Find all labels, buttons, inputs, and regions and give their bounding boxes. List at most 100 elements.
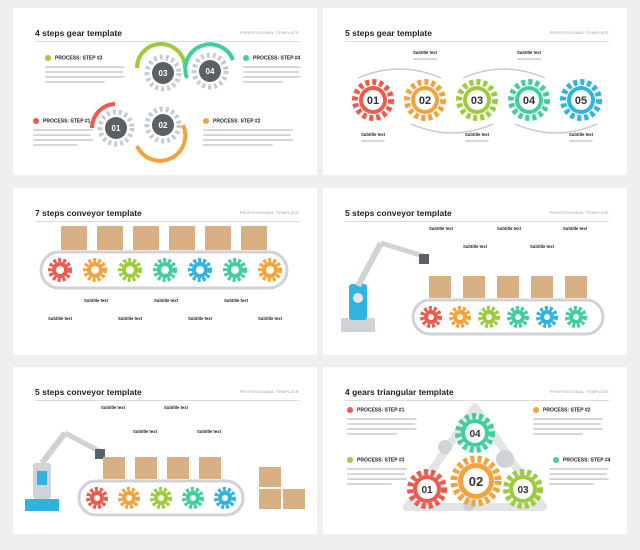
text-line (533, 418, 603, 420)
svg-text:04: 04 (206, 67, 215, 76)
gear-icon (258, 258, 282, 282)
gear-icon (48, 258, 72, 282)
slide-5-steps-conveyor-a[interactable]: 5 steps conveyor template PROFESSIONAL T… (323, 188, 627, 355)
gear-icon (118, 258, 142, 282)
subtitle: Subtitle text (563, 226, 587, 231)
svg-text:04: 04 (523, 95, 536, 107)
text-line (569, 140, 593, 142)
text-line (33, 139, 93, 141)
text-line (517, 58, 541, 60)
gear-icon (214, 487, 236, 509)
subtitle: Subtitle text (197, 429, 221, 434)
subtitle: Subtitle text (154, 298, 178, 303)
step-2-label: PROCESS: STEP #2 (533, 407, 590, 413)
arrow-icon (514, 123, 598, 134)
gear-icon (565, 306, 587, 328)
gear-icon: 04 (191, 52, 229, 90)
arrow-icon (410, 123, 494, 134)
gear-icon: 04 (508, 79, 550, 121)
step-1-label: PROCESS: STEP #1 (33, 118, 90, 124)
text-line (413, 58, 437, 60)
text-line (533, 423, 601, 425)
slide-4-steps-gear[interactable]: 4 steps gear template PROFESSIONAL TEMPL… (13, 8, 317, 175)
slide-5-steps-conveyor-b[interactable]: 5 steps conveyor template PROFESSIONAL T… (13, 367, 317, 534)
step-dot (33, 118, 39, 124)
gear-icon (507, 306, 529, 328)
text-line (533, 428, 603, 430)
step-dot (203, 118, 209, 124)
text-line (203, 134, 291, 136)
subtitle: Subtitle text (118, 316, 142, 321)
triangle-gears: 04 01 02 03 (403, 403, 547, 511)
text-line (347, 418, 417, 420)
text-line (45, 66, 125, 68)
subtitle: Subtitle text (569, 132, 593, 137)
gear-icon: 01 (352, 79, 394, 121)
gear-icon (118, 487, 140, 509)
step-3-label: PROCESS: STEP #3 (347, 457, 404, 463)
text-line (33, 134, 91, 136)
gear-icon: 01 (407, 469, 447, 509)
step-dot (553, 457, 559, 463)
text-line (549, 473, 607, 475)
step-2-label: PROCESS: STEP #2 (203, 118, 260, 124)
slide-tag: PROFESSIONAL TEMPLATE (549, 210, 609, 215)
subtitle: Subtitle text (101, 405, 125, 410)
text-line (347, 433, 397, 435)
subtitle: Subtitle text (530, 244, 554, 249)
divider (345, 400, 609, 401)
text-line (243, 81, 283, 83)
gear-row: 01 02 03 04 05 (352, 68, 602, 134)
text-line (549, 483, 594, 485)
text-line (45, 81, 105, 83)
arc (135, 42, 187, 69)
text-line (549, 478, 609, 480)
slide-tag: PROFESSIONAL TEMPLATE (549, 389, 609, 394)
gear-icon: 03 (503, 469, 543, 509)
arc (135, 124, 188, 163)
gear-icon (150, 487, 172, 509)
gear-diagram: 03 04 01 02 (89, 42, 235, 163)
conveyor (25, 430, 305, 517)
step-dot (533, 407, 539, 413)
subtitle: Subtitle text (224, 298, 248, 303)
text-line (465, 140, 489, 142)
subtitle: Subtitle text (48, 316, 72, 321)
subtitle: Subtitle text (164, 405, 188, 410)
divider (35, 221, 299, 222)
svg-text:03: 03 (517, 485, 529, 496)
subtitle: Subtitle text (361, 132, 385, 137)
subtitle: Subtitle text (465, 132, 489, 137)
gear-icon: 03 (144, 54, 182, 92)
text-line (45, 76, 125, 78)
slide-tag: PROFESSIONAL TEMPLATE (239, 210, 299, 215)
slide-5-steps-gear[interactable]: 5 steps gear template PROFESSIONAL TEMPL… (323, 8, 627, 175)
slide-4-gears-triangular[interactable]: 4 gears triangular template PROFESSIONAL… (323, 367, 627, 534)
svg-text:03: 03 (159, 69, 168, 78)
arc (89, 102, 116, 129)
robot-arm-icon (341, 240, 429, 332)
svg-text:01: 01 (112, 124, 121, 133)
conveyor (39, 226, 289, 290)
subtitle: Subtitle text (413, 50, 437, 55)
slide-7-steps-conveyor[interactable]: 7 steps conveyor template PROFESSIONAL T… (13, 188, 317, 355)
gear-icon (536, 306, 558, 328)
gear-icon (182, 487, 204, 509)
text-line (533, 433, 583, 435)
text-line (347, 423, 415, 425)
text-line (243, 66, 301, 68)
divider (345, 41, 609, 42)
gear-icon (420, 306, 442, 328)
text-line (45, 71, 123, 73)
subtitle: Subtitle text (497, 226, 521, 231)
svg-text:02: 02 (419, 95, 431, 107)
svg-text:01: 01 (367, 95, 379, 107)
text-line (549, 468, 609, 470)
box-icon (103, 457, 305, 509)
gear-icon: 04 (455, 413, 495, 453)
gear-icon: 02 (404, 79, 446, 121)
svg-text:03: 03 (471, 95, 483, 107)
subtitle: Subtitle text (133, 429, 157, 434)
step-1-label: PROCESS: STEP #1 (347, 407, 404, 413)
gear-icon (188, 258, 212, 282)
